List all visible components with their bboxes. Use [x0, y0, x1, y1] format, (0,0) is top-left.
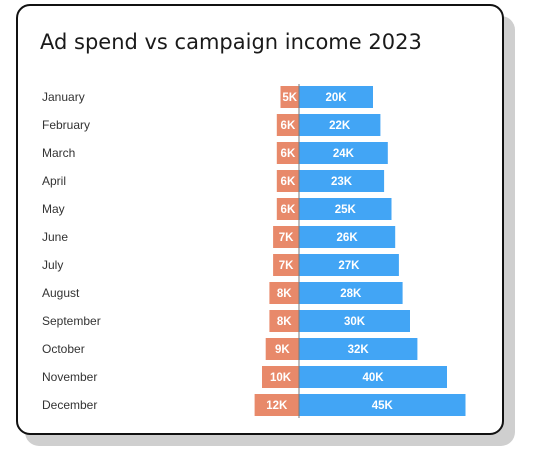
ad-spend-bar — [254, 394, 299, 416]
campaign-income-bar — [299, 366, 447, 388]
campaign-income-label: 22K — [329, 120, 351, 132]
campaign-income-label: 28K — [340, 288, 362, 300]
ad-spend-bar — [265, 338, 299, 360]
campaign-income-label: 27K — [338, 260, 360, 272]
ad-spend-bar — [262, 366, 299, 388]
category-label: September — [42, 314, 101, 328]
campaign-income-label: 20K — [325, 92, 347, 104]
campaign-income-label: 24K — [333, 148, 355, 160]
campaign-income-label: 25K — [335, 204, 357, 216]
campaign-income-label: 45K — [372, 400, 394, 412]
ad-spend-label: 6K — [281, 176, 296, 188]
chart-card: Ad spend vs campaign income 2023 — [16, 4, 504, 435]
campaign-income-bar — [299, 282, 403, 304]
campaign-income-bar — [299, 198, 392, 220]
campaign-income-bar — [299, 226, 396, 248]
ad-spend-label: 9K — [275, 344, 290, 356]
category-label: March — [42, 146, 75, 160]
campaign-income-label: 30K — [344, 316, 366, 328]
campaign-income-bar — [299, 394, 466, 416]
ad-spend-label: 8K — [277, 288, 292, 300]
category-label: April — [42, 174, 66, 188]
ad-spend-label: 7K — [279, 232, 294, 244]
ad-spend-bar — [273, 226, 299, 248]
ad-spend-bar — [276, 198, 299, 220]
ad-spend-label: 7K — [279, 260, 294, 272]
ad-spend-bar — [273, 254, 299, 276]
ad-spend-label: 6K — [281, 148, 296, 160]
category-label: February — [42, 118, 90, 132]
ad-spend-bar — [269, 282, 299, 304]
category-label: August — [42, 286, 80, 300]
ad-spend-label: 5K — [282, 92, 297, 104]
ad-spend-bar — [269, 310, 299, 332]
campaign-income-label: 23K — [331, 176, 353, 188]
campaign-income-bar — [299, 114, 381, 136]
ad-spend-label: 6K — [281, 204, 296, 216]
campaign-income-bar — [299, 338, 418, 360]
campaign-income-label: 26K — [337, 232, 359, 244]
category-label: May — [42, 202, 65, 216]
campaign-income-bar — [299, 142, 388, 164]
category-label: November — [42, 370, 97, 384]
ad-spend-label: 10K — [270, 372, 292, 384]
campaign-income-bar — [299, 170, 385, 192]
campaign-income-label: 32K — [348, 344, 370, 356]
campaign-income-bar — [299, 310, 410, 332]
category-label: January — [42, 90, 85, 104]
campaign-income-label: 40K — [362, 372, 384, 384]
ad-spend-label: 6K — [281, 120, 296, 132]
category-label: July — [42, 258, 63, 272]
ad-spend-bar — [276, 142, 299, 164]
ad-spend-label: 12K — [266, 400, 288, 412]
ad-spend-bar — [276, 170, 299, 192]
ad-spend-label: 8K — [277, 316, 292, 328]
ad-spend-bar — [280, 86, 299, 108]
campaign-income-bar — [299, 86, 373, 108]
category-label: October — [42, 342, 85, 356]
category-label: June — [42, 230, 68, 244]
category-label: December — [42, 398, 97, 412]
ad-spend-bar — [276, 114, 299, 136]
campaign-income-bar — [299, 254, 399, 276]
chart-title: Ad spend vs campaign income 2023 — [40, 30, 422, 54]
